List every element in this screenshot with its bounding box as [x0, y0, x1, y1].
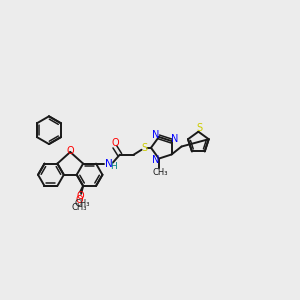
Text: N: N	[152, 130, 160, 140]
Text: O: O	[111, 138, 118, 148]
Text: N: N	[105, 159, 113, 169]
Text: CH₃: CH₃	[71, 203, 87, 212]
Text: H: H	[110, 162, 117, 171]
Text: O: O	[75, 195, 83, 205]
Text: N: N	[171, 134, 178, 144]
Text: S: S	[142, 143, 148, 153]
Text: CH₃: CH₃	[152, 168, 168, 177]
Text: CH₃: CH₃	[74, 199, 90, 208]
Text: O: O	[66, 146, 74, 156]
Text: O: O	[76, 191, 84, 201]
Text: N: N	[152, 154, 160, 165]
Text: S: S	[196, 123, 203, 133]
